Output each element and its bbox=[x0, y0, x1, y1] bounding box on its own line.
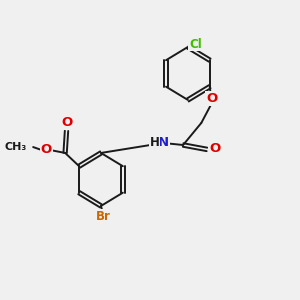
Text: CH₃: CH₃ bbox=[4, 142, 27, 152]
Text: Cl: Cl bbox=[189, 38, 202, 50]
Text: Br: Br bbox=[96, 210, 111, 223]
Text: O: O bbox=[61, 116, 73, 129]
Text: O: O bbox=[41, 143, 52, 157]
Text: O: O bbox=[209, 142, 220, 155]
Text: H: H bbox=[150, 136, 159, 149]
Text: O: O bbox=[206, 92, 217, 105]
Text: N: N bbox=[158, 136, 169, 149]
